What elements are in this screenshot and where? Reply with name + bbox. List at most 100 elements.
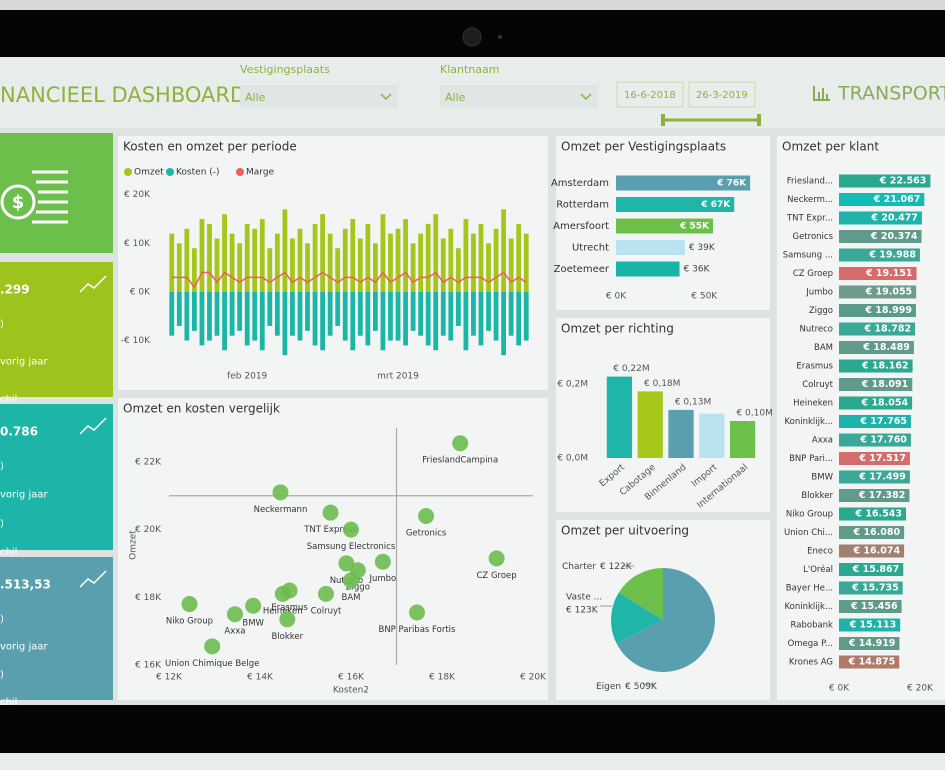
bar <box>839 304 916 317</box>
category-label: Koninklijk... <box>784 417 833 427</box>
date-box[interactable] <box>616 81 684 108</box>
bar <box>342 291 348 341</box>
bar <box>616 218 714 234</box>
money-icon <box>0 170 68 224</box>
category-label: BNP Pari... <box>789 454 833 464</box>
chart-panel: Kosten en omzet per periode -€ 10K € 0K € 1… <box>118 136 548 390</box>
device-bezel-bottom <box>0 705 945 753</box>
slider-handle[interactable] <box>661 114 665 126</box>
bar <box>372 243 378 292</box>
y-tick-label: € 20K <box>124 190 151 200</box>
value-label: € 16.074 <box>853 546 901 557</box>
slice-category: Charter <box>562 562 596 572</box>
point-label: Ziggo <box>346 583 370 593</box>
kpi-icon <box>79 417 107 435</box>
kpi-icon <box>79 275 107 293</box>
value-label: € 18.054 <box>861 398 909 409</box>
bar <box>290 291 295 336</box>
legend-swatch <box>166 168 174 176</box>
bar <box>839 489 910 502</box>
scatter-point <box>452 435 469 452</box>
point-label: Blokker <box>271 632 303 642</box>
x-tick-label: € 14K <box>247 673 274 683</box>
value-label: € 19.055 <box>865 287 913 298</box>
pie-slice <box>616 568 715 672</box>
bar <box>516 291 522 346</box>
value-label: € 18.162 <box>861 361 909 372</box>
bar <box>184 291 190 341</box>
category-label: Heineken <box>793 399 833 409</box>
value-label: € 16.543 <box>854 509 902 520</box>
category-label: Omega P... <box>788 639 833 649</box>
category-label: Bayer He... <box>786 584 833 594</box>
slice-label: Eigen € 509K <box>596 682 658 692</box>
slice-category: Vaste ... <box>566 593 602 603</box>
category-label: Niko Group <box>786 510 833 520</box>
point-label: Jumbo <box>368 574 396 584</box>
chart-title: Omzet per richting <box>561 322 674 336</box>
y-tick-label: € 18K <box>135 593 162 603</box>
category-label: Koninklijk... <box>784 602 833 612</box>
dropdown[interactable] <box>440 85 598 108</box>
bar <box>380 291 386 351</box>
x-tick-label: feb 2019 <box>227 372 267 382</box>
bar <box>176 243 182 292</box>
date-end: 26-3-2019 <box>696 90 748 101</box>
kpi-line: ) <box>0 319 4 330</box>
bar <box>305 243 310 292</box>
scatter-point <box>343 521 359 538</box>
value-label: € 18.999 <box>864 305 912 316</box>
scatter-point <box>272 484 289 501</box>
bar <box>839 563 904 576</box>
bar <box>729 421 756 458</box>
category-label: Erasmus <box>796 362 833 372</box>
bar <box>191 291 197 331</box>
y-axis-label: Omzet <box>129 530 139 560</box>
x-tick-label: € 20K <box>907 684 934 694</box>
kpi-line: ) <box>0 461 4 472</box>
kpi-card <box>0 557 113 700</box>
y-tick-label: € 0K <box>130 287 151 297</box>
value-label: € 15.867 <box>852 564 900 575</box>
kpi-value: .299 <box>0 283 30 297</box>
bar <box>395 291 401 341</box>
bar <box>297 228 303 292</box>
y-tick-label: € 0,2M <box>557 380 588 390</box>
category-label: Union Chi... <box>784 528 833 538</box>
kpi-line: ) <box>0 518 4 529</box>
legend-label: Kosten (-) <box>176 168 220 178</box>
bar <box>839 285 917 299</box>
slider-handle[interactable] <box>757 114 761 126</box>
category-label: Rabobank <box>791 621 834 631</box>
scatter-point <box>374 553 391 570</box>
bar <box>637 391 663 458</box>
pie-slice <box>618 568 663 620</box>
scatter-point <box>204 638 221 655</box>
bar <box>839 415 911 428</box>
icon-part <box>822 88 824 99</box>
dashboard-title: NANCIEEL DASHBOARD <box>0 83 246 107</box>
bar <box>478 291 484 346</box>
y-tick-label: € 10K <box>124 239 151 249</box>
bar <box>372 291 378 331</box>
dropdown[interactable] <box>240 85 398 108</box>
kpi-line: chil <box>0 697 17 708</box>
device-edge <box>0 0 945 10</box>
bar <box>357 291 363 336</box>
category-label: BMW <box>811 473 833 483</box>
point-label: BAM <box>342 593 361 603</box>
scatter-point <box>181 596 198 613</box>
point-label: Getronics <box>406 529 447 539</box>
x-tick-label: € 0K <box>606 292 627 302</box>
bar <box>237 291 243 331</box>
value-label: € 16.080 <box>853 527 901 538</box>
bar <box>184 228 190 292</box>
date-box[interactable] <box>688 81 756 108</box>
dropdown-value: Alle <box>245 91 266 104</box>
category-label: Amersfoort <box>553 221 609 232</box>
bar <box>433 291 439 351</box>
value-label: € 76K <box>716 179 747 189</box>
value-label: € 20.374 <box>870 231 918 242</box>
chart-title: Omzet per Vestigingsplaats <box>561 140 726 154</box>
kpi-line: ) <box>0 669 4 680</box>
